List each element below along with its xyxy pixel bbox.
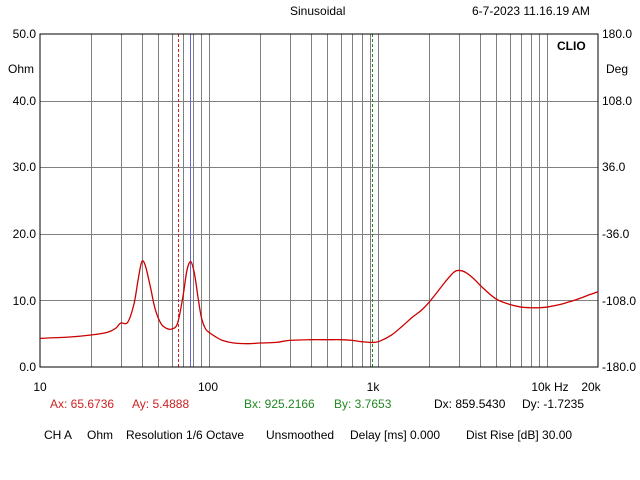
y-tick-left-30: 30.0 (12, 160, 36, 174)
delta-x-readout: Dx: 859.5430 (434, 397, 506, 411)
x-axis-unit: Hz (554, 380, 569, 394)
y-tick-right-108: 108.0 (602, 94, 633, 108)
y-tick-left-10: 10.0 (12, 294, 36, 308)
resolution-label: Resolution 1/6 Octave (126, 428, 245, 442)
unit-label: Ohm (87, 428, 114, 442)
plot-frame (39, 33, 599, 368)
impedance-curve (39, 260, 599, 345)
y-tick-right-m36: -36.0 (602, 227, 630, 241)
y-tick-right-180: 180.0 (602, 27, 633, 41)
delay-label: Delay [ms] 0.000 (350, 428, 441, 442)
cursor-a-x-readout: Ax: 65.6736 (50, 397, 115, 411)
y-tick-left-50: 50.0 (12, 27, 36, 41)
y-axis-unit-left: Ohm (8, 62, 35, 76)
delta-y-readout: Dy: -1.7235 (522, 397, 585, 411)
x-tick-20k: 20k (581, 380, 601, 394)
channel-label: CH A (44, 428, 73, 442)
y-tick-left-0: 0.0 (19, 360, 36, 374)
y-tick-left-40: 40.0 (12, 94, 36, 108)
y-tick-right-36: 36.0 (602, 160, 626, 174)
cursor-a-y-readout: Ay: 5.4888 (132, 397, 190, 411)
y-tick-right-m180: -180.0 (602, 360, 637, 374)
dist-rise-label: Dist Rise [dB] 30.00 (466, 428, 573, 442)
brand-logo: CLIO (557, 39, 586, 53)
y-tick-right-m108: -108.0 (602, 294, 637, 308)
x-tick-100: 100 (197, 380, 219, 394)
smoothing-label: Unsmoothed (266, 428, 335, 442)
timestamp: 6-7-2023 11.16.19 AM (472, 4, 590, 18)
cursor-b-y-readout: By: 3.7653 (334, 397, 392, 411)
x-tick-1k: 1k (366, 380, 380, 394)
y-axis-unit-right: Deg (606, 62, 629, 76)
mode-label: Sinusoidal (290, 4, 346, 18)
x-tick-10k: 10k (531, 380, 551, 394)
x-tick-10: 10 (33, 380, 47, 394)
y-tick-left-20: 20.0 (12, 227, 36, 241)
cursor-b-x-readout: Bx: 925.2166 (244, 397, 315, 411)
cursors (178, 34, 373, 367)
grid (40, 34, 598, 367)
